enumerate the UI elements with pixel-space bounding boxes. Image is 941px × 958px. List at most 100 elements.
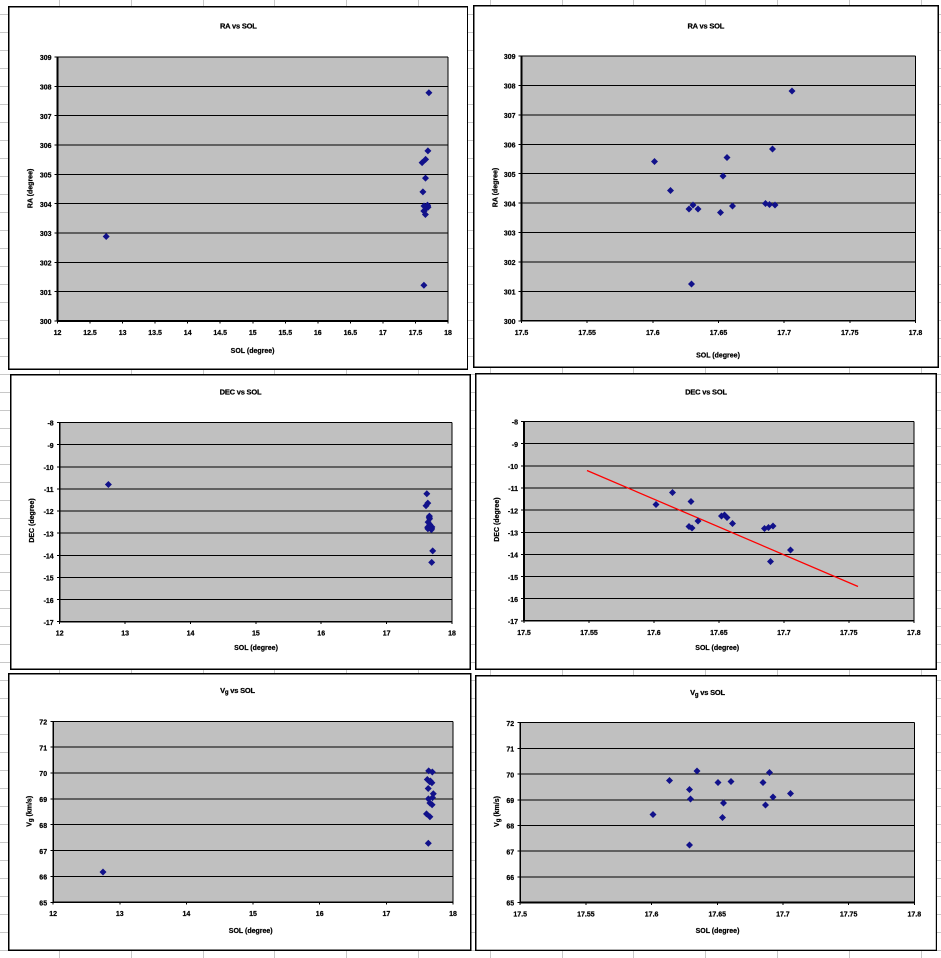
svg-text:-17: -17 — [507, 619, 517, 626]
svg-text:RA (degree): RA (degree) — [492, 168, 499, 207]
svg-text:17: 17 — [379, 330, 387, 337]
svg-text:17.6: 17.6 — [647, 629, 661, 636]
svg-text:309: 309 — [40, 55, 52, 62]
svg-text:302: 302 — [503, 260, 515, 267]
svg-text:17: 17 — [383, 630, 391, 637]
svg-text:14: 14 — [187, 630, 195, 637]
svg-text:71: 71 — [39, 745, 47, 752]
svg-text:17.8: 17.8 — [906, 629, 920, 636]
svg-text:18: 18 — [449, 911, 457, 918]
svg-text:17.7: 17.7 — [777, 629, 791, 636]
svg-text:17.55: 17.55 — [578, 330, 596, 337]
svg-text:SOL (degree): SOL (degree) — [696, 352, 740, 359]
svg-text:-11: -11 — [508, 486, 518, 493]
svg-text:72: 72 — [39, 720, 47, 727]
svg-text:308: 308 — [40, 85, 52, 92]
svg-text:13: 13 — [115, 911, 123, 918]
svg-text:17.7: 17.7 — [776, 911, 790, 918]
svg-text:-9: -9 — [47, 442, 53, 449]
svg-text:17.75: 17.75 — [839, 911, 857, 918]
svg-text:17.5: 17.5 — [513, 911, 527, 918]
svg-text:71: 71 — [506, 746, 514, 753]
svg-text:309: 309 — [503, 54, 515, 61]
svg-text:12: 12 — [56, 630, 64, 637]
svg-text:-14: -14 — [507, 552, 517, 559]
svg-text:69: 69 — [506, 798, 514, 805]
svg-text:17.55: 17.55 — [577, 911, 595, 918]
svg-text:306: 306 — [503, 143, 515, 150]
svg-text:17.6: 17.6 — [644, 911, 658, 918]
svg-text:12.5: 12.5 — [83, 330, 97, 337]
svg-text:307: 307 — [40, 114, 52, 121]
svg-text:SOL (degree): SOL (degree) — [695, 927, 739, 934]
svg-text:14: 14 — [184, 330, 192, 337]
svg-text:307: 307 — [503, 113, 515, 120]
svg-text:17: 17 — [382, 911, 390, 918]
svg-text:17.55: 17.55 — [580, 629, 598, 636]
svg-text:-10: -10 — [507, 464, 517, 471]
svg-text:303: 303 — [40, 231, 52, 238]
svg-text:15: 15 — [249, 911, 257, 918]
svg-text:Vg (km/s): Vg (km/s) — [26, 796, 34, 827]
svg-text:-9: -9 — [511, 441, 517, 448]
svg-text:-16: -16 — [507, 596, 517, 603]
svg-text:14.5: 14.5 — [213, 330, 227, 337]
svg-text:72: 72 — [506, 720, 514, 727]
svg-text:DEC (degree): DEC (degree) — [494, 497, 501, 541]
svg-text:17.8: 17.8 — [907, 911, 921, 918]
svg-text:67: 67 — [39, 849, 47, 856]
svg-text:69: 69 — [39, 797, 47, 804]
svg-text:304: 304 — [40, 202, 52, 209]
svg-text:17.5: 17.5 — [409, 330, 423, 337]
svg-text:-16: -16 — [44, 597, 54, 604]
svg-text:13.5: 13.5 — [148, 330, 162, 337]
svg-text:301: 301 — [40, 290, 52, 297]
svg-text:DEC vs SOL: DEC vs SOL — [220, 387, 262, 396]
svg-text:68: 68 — [506, 823, 514, 830]
svg-text:17.75: 17.75 — [841, 330, 859, 337]
svg-text:17.7: 17.7 — [777, 330, 791, 337]
svg-text:SOL (degree): SOL (degree) — [234, 645, 278, 652]
svg-text:308: 308 — [503, 84, 515, 91]
svg-text:300: 300 — [40, 319, 52, 326]
svg-text:-13: -13 — [507, 530, 517, 537]
svg-text:305: 305 — [503, 172, 515, 179]
svg-text:Vg vs SOL: Vg vs SOL — [690, 688, 725, 698]
svg-text:12: 12 — [49, 911, 57, 918]
svg-text:16: 16 — [314, 330, 322, 337]
svg-text:300: 300 — [503, 319, 515, 326]
svg-text:70: 70 — [39, 771, 47, 778]
svg-text:16: 16 — [317, 630, 325, 637]
svg-text:306: 306 — [40, 143, 52, 150]
svg-text:14: 14 — [182, 911, 190, 918]
svg-text:SOL (degree): SOL (degree) — [695, 645, 739, 652]
svg-text:70: 70 — [506, 772, 514, 779]
svg-text:17.65: 17.65 — [710, 629, 728, 636]
svg-text:-15: -15 — [507, 574, 517, 581]
svg-text:301: 301 — [503, 290, 515, 297]
svg-text:-10: -10 — [44, 465, 54, 472]
svg-text:DEC (degree): DEC (degree) — [29, 498, 36, 542]
svg-text:17.65: 17.65 — [708, 911, 726, 918]
svg-text:-14: -14 — [44, 553, 54, 560]
svg-text:67: 67 — [506, 849, 514, 856]
svg-text:68: 68 — [39, 823, 47, 830]
svg-text:18: 18 — [448, 630, 456, 637]
svg-text:17.5: 17.5 — [517, 629, 531, 636]
svg-text:17.6: 17.6 — [645, 330, 659, 337]
svg-text:Vg (km/s): Vg (km/s) — [493, 796, 501, 827]
svg-text:12: 12 — [54, 330, 62, 337]
svg-text:18: 18 — [444, 330, 452, 337]
svg-text:303: 303 — [503, 231, 515, 238]
svg-text:13: 13 — [121, 630, 129, 637]
svg-text:SOL (degree): SOL (degree) — [231, 348, 275, 355]
svg-text:66: 66 — [506, 875, 514, 882]
svg-text:305: 305 — [40, 173, 52, 180]
svg-text:17.8: 17.8 — [908, 330, 922, 337]
svg-text:302: 302 — [40, 261, 52, 268]
svg-text:17.75: 17.75 — [840, 629, 858, 636]
svg-text:-8: -8 — [47, 420, 53, 427]
svg-text:-12: -12 — [44, 509, 54, 516]
svg-text:DEC vs SOL: DEC vs SOL — [685, 387, 727, 396]
svg-text:16: 16 — [315, 911, 323, 918]
